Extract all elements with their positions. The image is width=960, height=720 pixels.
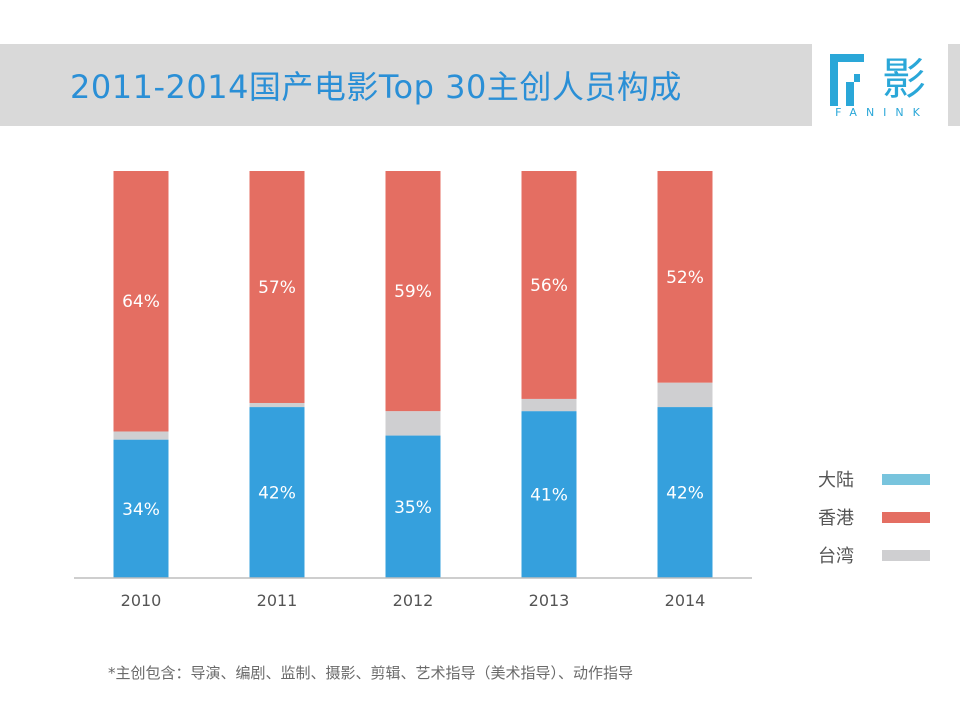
data-label-hongkong-2013: 56% [530, 276, 568, 296]
bar-taiwan-2010 [113, 431, 169, 440]
legend-label-hongkong: 香港 [818, 508, 854, 529]
legend-swatch-taiwan [882, 550, 930, 561]
bar-mainland-2011 [249, 407, 305, 578]
bar-mainland-2013 [521, 411, 577, 578]
legend-swatch-mainland [882, 474, 930, 485]
legend-label-mainland: 大陆 [818, 470, 854, 491]
bar-taiwan-2013 [521, 398, 577, 412]
bar-taiwan-2012 [385, 411, 441, 436]
bar-hongkong-2013 [521, 171, 577, 399]
x-tick-label-2011: 2011 [257, 591, 298, 610]
bar-mainland-2012 [385, 435, 441, 578]
fanink-logo: 影 FANINK [812, 44, 948, 126]
data-label-hongkong-2014: 52% [666, 268, 704, 288]
data-label-hongkong-2011: 57% [258, 278, 296, 298]
x-tick-labels: 2010 2011 2012 2013 2014 [121, 591, 706, 610]
data-label-hongkong-2012: 59% [394, 282, 432, 302]
page-title: 2011-2014国产电影Top 30主创人员构成 [70, 68, 682, 106]
bar-hongkong-2012 [385, 171, 441, 412]
logo-brand-text: FANINK [835, 106, 929, 119]
legend-item-mainland: 大陆 [818, 466, 938, 504]
bar-hongkong-2010 [113, 171, 169, 432]
bars-group: 34% 64% 42% 57% 35% 59% 41% 56% 42% 52% [113, 171, 713, 578]
bar-hongkong-2014 [657, 171, 713, 383]
x-tick-label-2010: 2010 [121, 591, 162, 610]
x-tick-label-2014: 2014 [665, 591, 706, 610]
data-label-mainland-2012: 35% [394, 498, 432, 518]
bar-hongkong-2011 [249, 171, 305, 403]
data-label-mainland-2011: 42% [258, 484, 296, 504]
data-label-mainland-2014: 42% [666, 484, 704, 504]
legend-item-hongkong: 香港 [818, 504, 938, 542]
logo-glyph-text: 影 [882, 54, 926, 105]
bar-taiwan-2011 [249, 402, 305, 408]
legend-label-taiwan: 台湾 [818, 546, 854, 567]
bar-taiwan-2014 [657, 382, 713, 408]
data-label-mainland-2013: 41% [530, 486, 568, 506]
x-tick-label-2012: 2012 [393, 591, 434, 610]
data-label-mainland-2010: 34% [122, 500, 160, 520]
logo-mark-icon: 影 [830, 54, 926, 106]
bar-mainland-2010 [113, 439, 169, 578]
bar-mainland-2014 [657, 407, 713, 578]
legend-swatch-hongkong [882, 512, 930, 523]
data-label-hongkong-2010: 64% [122, 292, 160, 312]
title-band [0, 44, 960, 126]
x-tick-label-2013: 2013 [529, 591, 570, 610]
legend: 大陆 香港 台湾 [818, 466, 938, 580]
footnote: *主创包含：导演、编剧、监制、摄影、剪辑、艺术指导（美术指导）、动作指导 [108, 664, 634, 682]
legend-item-taiwan: 台湾 [818, 542, 938, 580]
